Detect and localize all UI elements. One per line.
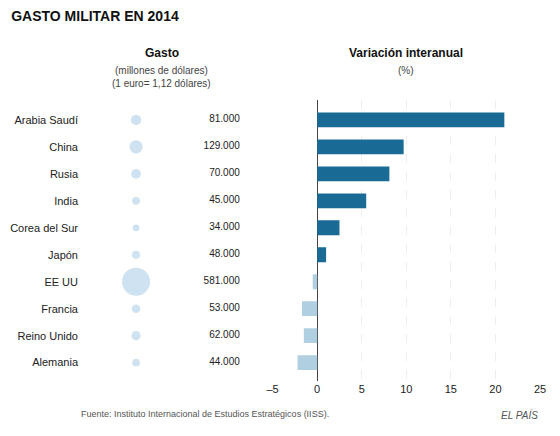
- svg-text:81.000: 81.000: [209, 113, 240, 124]
- svg-text:Japón: Japón: [48, 249, 78, 261]
- svg-text:(millones de dólares): (millones de dólares): [115, 65, 208, 76]
- svg-text:62.000: 62.000: [209, 329, 240, 340]
- svg-text:Variación interanual: Variación interanual: [349, 46, 463, 60]
- svg-text:10: 10: [400, 383, 412, 395]
- svg-text:45.000: 45.000: [209, 194, 240, 205]
- svg-text:Rusia: Rusia: [50, 168, 79, 180]
- svg-text:581.000: 581.000: [204, 275, 241, 286]
- svg-text:0: 0: [314, 383, 320, 395]
- svg-text:Arabia Saudí: Arabia Saudí: [14, 114, 78, 126]
- svg-text:129.000: 129.000: [204, 140, 241, 151]
- svg-text:India: India: [54, 195, 79, 207]
- svg-text:25: 25: [534, 383, 546, 395]
- svg-text:EE UU: EE UU: [44, 276, 78, 288]
- svg-text:53.000: 53.000: [209, 302, 240, 313]
- svg-text:44.000: 44.000: [209, 356, 240, 367]
- svg-text:EL PAÍS: EL PAÍS: [501, 409, 538, 421]
- svg-text:34.000: 34.000: [209, 221, 240, 232]
- svg-text:(1 euro= 1,12 dólares): (1 euro= 1,12 dólares): [112, 78, 211, 89]
- svg-text:70.000: 70.000: [209, 167, 240, 178]
- svg-text:Francia: Francia: [41, 303, 79, 315]
- svg-text:Reino Unido: Reino Unido: [17, 330, 78, 342]
- svg-text:15: 15: [445, 383, 457, 395]
- svg-text:Corea del Sur: Corea del Sur: [10, 222, 78, 234]
- svg-text:20: 20: [489, 383, 501, 395]
- svg-text:China: China: [49, 141, 79, 153]
- svg-text:(%): (%): [398, 65, 414, 76]
- svg-text:48.000: 48.000: [209, 248, 240, 259]
- svg-text:Gasto: Gasto: [145, 46, 179, 60]
- svg-text:Alemania: Alemania: [32, 356, 79, 368]
- svg-text:–5: –5: [266, 383, 278, 395]
- svg-text:Fuente: Instituto Internaciona: Fuente: Instituto Internacional de Estud…: [81, 409, 329, 419]
- svg-text:GASTO MILITAR EN 2014: GASTO MILITAR EN 2014: [11, 8, 179, 24]
- svg-text:5: 5: [359, 383, 365, 395]
